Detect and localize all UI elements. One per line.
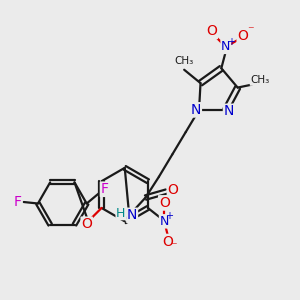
Text: F: F — [100, 182, 109, 196]
Text: F: F — [14, 195, 22, 209]
Text: ⁻: ⁻ — [247, 24, 254, 37]
Text: O: O — [162, 235, 173, 248]
Text: +: + — [226, 37, 235, 47]
Text: O: O — [81, 217, 92, 231]
Text: H: H — [116, 206, 126, 220]
Text: O: O — [206, 24, 217, 38]
Text: N: N — [127, 208, 137, 222]
Text: +: + — [165, 211, 173, 221]
Text: N: N — [191, 103, 201, 117]
Text: CH₃: CH₃ — [174, 56, 193, 66]
Text: O: O — [237, 28, 248, 43]
Text: N: N — [221, 40, 230, 53]
Text: N: N — [160, 215, 169, 228]
Text: N: N — [224, 104, 234, 118]
Text: ⁻: ⁻ — [170, 240, 177, 253]
Text: CH₃: CH₃ — [250, 75, 270, 85]
Text: O: O — [167, 183, 178, 197]
Text: O: O — [159, 196, 170, 210]
